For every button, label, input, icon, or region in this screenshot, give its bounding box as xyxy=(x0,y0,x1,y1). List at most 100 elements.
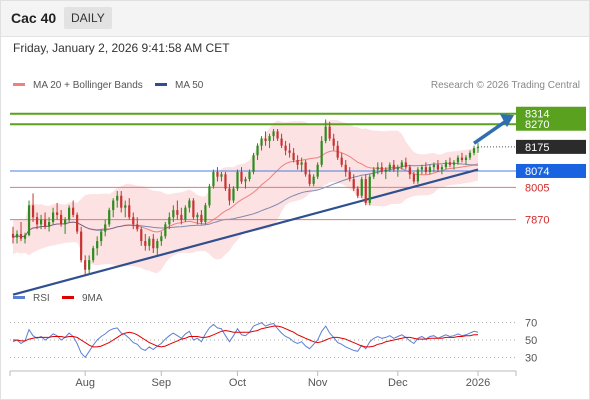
candle-body xyxy=(132,217,135,225)
candle xyxy=(72,200,75,218)
candle xyxy=(336,140,339,160)
candle xyxy=(368,174,371,206)
candle-body xyxy=(80,231,83,261)
candle-body xyxy=(292,152,295,160)
candle xyxy=(27,200,31,237)
legend-ma50-swatch xyxy=(155,82,167,86)
candle xyxy=(316,162,319,180)
candle-body xyxy=(184,207,187,220)
candle-body xyxy=(68,207,71,220)
candle xyxy=(55,202,59,220)
candle-body xyxy=(436,164,440,170)
candle xyxy=(208,183,211,208)
candle-body xyxy=(336,145,339,158)
candle-body xyxy=(19,233,23,239)
candle-body xyxy=(136,224,139,230)
candle xyxy=(156,238,159,256)
candle xyxy=(148,236,151,251)
candle xyxy=(436,160,440,172)
header-bar: Cac 40 DAILY xyxy=(0,0,590,37)
candle-body xyxy=(128,205,131,218)
candle-body xyxy=(204,205,207,222)
candle-body xyxy=(212,171,215,187)
candle xyxy=(104,219,107,237)
candle xyxy=(51,207,55,225)
candle-body xyxy=(368,176,371,203)
candle xyxy=(292,148,295,163)
candle-body xyxy=(332,138,335,146)
pivot-label-box xyxy=(516,163,586,178)
candle-body xyxy=(144,241,147,246)
candle xyxy=(360,176,363,199)
candle-body xyxy=(388,164,391,170)
candle xyxy=(80,226,83,263)
candle xyxy=(112,198,115,218)
candle xyxy=(256,143,259,160)
pivot-label: 8074 xyxy=(525,166,549,178)
candle xyxy=(176,200,179,220)
candle xyxy=(252,152,255,175)
period-button[interactable]: DAILY xyxy=(64,7,112,29)
candle xyxy=(43,212,47,230)
candle xyxy=(168,212,171,230)
candle-body xyxy=(168,217,171,225)
legend-9ma-swatch xyxy=(62,295,74,299)
candle xyxy=(100,229,103,246)
candle-body xyxy=(120,195,123,208)
candle-body xyxy=(240,171,243,182)
candle-body xyxy=(448,162,452,165)
candle xyxy=(380,162,383,175)
candle-body xyxy=(300,162,303,165)
candle-body xyxy=(424,167,427,172)
candle-body xyxy=(452,162,456,165)
x-tick-label: Dec xyxy=(388,377,408,389)
candle xyxy=(31,193,35,222)
candle xyxy=(140,226,143,246)
candle-body xyxy=(476,146,480,149)
candle-body xyxy=(108,210,111,225)
candle-body xyxy=(92,248,95,261)
instrument-title: Cac 40 xyxy=(11,10,57,26)
candle-body xyxy=(160,236,163,242)
candle-body xyxy=(316,164,319,177)
candle xyxy=(308,169,311,187)
candle xyxy=(348,167,351,182)
candle-body xyxy=(280,138,283,146)
candle xyxy=(432,162,436,172)
candle xyxy=(404,157,407,170)
candle-body xyxy=(84,260,87,270)
candle xyxy=(468,150,472,160)
candle-body xyxy=(464,157,468,160)
candle xyxy=(192,198,195,220)
candle xyxy=(128,198,131,220)
candle-body xyxy=(412,174,415,182)
candle-body xyxy=(11,233,15,238)
candle xyxy=(300,157,303,172)
resistance-label-8270: 8270 xyxy=(525,119,549,131)
candle xyxy=(324,119,327,144)
candle xyxy=(372,167,375,180)
candle-body xyxy=(35,217,39,225)
legend-9ma-label: 9MA xyxy=(82,293,103,304)
candle-body xyxy=(400,162,403,168)
candle-body xyxy=(27,205,31,236)
candle-body xyxy=(392,164,395,170)
candle-body xyxy=(440,167,444,170)
legend-rsi-swatch xyxy=(13,295,25,299)
candle xyxy=(400,160,403,170)
candle-body xyxy=(15,233,19,238)
candle-body xyxy=(340,157,343,165)
candle xyxy=(68,205,71,222)
x-tick-label: Nov xyxy=(308,377,328,389)
candle xyxy=(220,171,223,182)
candle xyxy=(460,152,464,163)
candle-body xyxy=(39,219,43,225)
candle-body xyxy=(100,231,103,242)
candle xyxy=(248,169,251,182)
resistance-label-box xyxy=(516,106,586,131)
x-tick-label: 2026 xyxy=(466,377,490,389)
rsi-tick-label: 50 xyxy=(525,335,537,347)
candle-body xyxy=(324,126,327,141)
candle xyxy=(184,205,187,222)
